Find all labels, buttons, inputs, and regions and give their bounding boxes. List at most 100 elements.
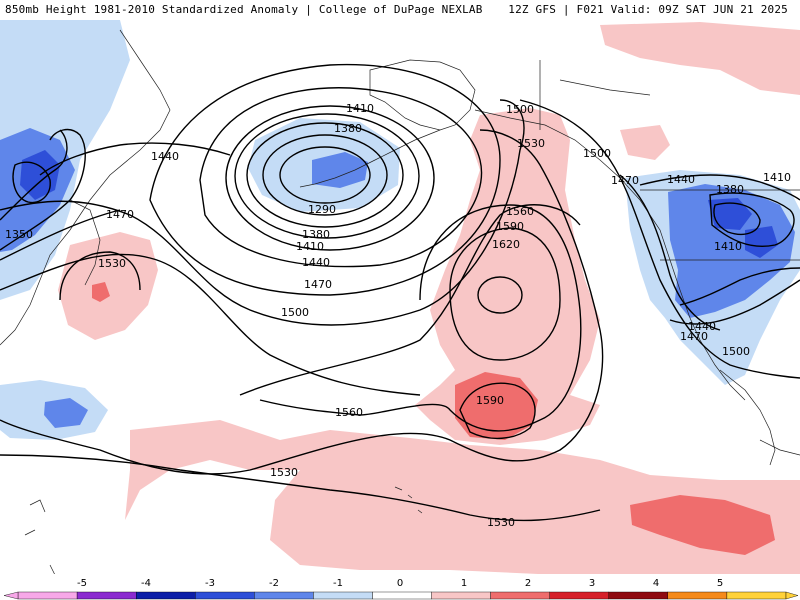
contour-label: 1530 — [270, 466, 298, 479]
colorbar-swatch — [76, 591, 137, 600]
colorbar-tick: 0 — [397, 578, 403, 589]
baja-california — [719, 369, 800, 466]
contour-label: 1410 — [346, 102, 374, 115]
contour-1530-south — [0, 454, 601, 522]
contour-1560-ridge — [259, 204, 582, 432]
north-america-west-coast — [474, 109, 746, 401]
contour-1530-east — [0, 129, 604, 475]
colorbar-swatch — [254, 591, 314, 600]
contour-label: 1470 — [680, 330, 708, 343]
anomaly-shading — [0, 20, 800, 575]
contour-1590 — [449, 227, 561, 361]
colorbar: -5 -4 -3 -2 -1 0 1 2 3 4 5 — [0, 574, 800, 600]
colorbar-swatch — [726, 591, 787, 600]
contour-1320 — [262, 134, 388, 216]
contour-label: 1380 — [302, 228, 330, 241]
contour-label: 1380 — [716, 183, 744, 196]
contour-label: 1410 — [763, 171, 791, 184]
strong-positive-anomaly-region — [92, 282, 110, 302]
positive-anomaly-region — [58, 232, 158, 340]
contour-label: 1530 — [487, 516, 515, 529]
pacific-islands — [24, 499, 56, 576]
contour-label: 1560 — [335, 406, 363, 419]
contour-label: 1590 — [476, 394, 504, 407]
contour-label: 1530 — [98, 257, 126, 270]
contour-label: 1500 — [722, 345, 750, 358]
contour-1440-east — [639, 174, 800, 201]
colorbar-swatch — [135, 591, 196, 600]
colorbar-swatch — [549, 591, 610, 600]
contour-label: 1440 — [302, 256, 330, 269]
negative-anomaly-region — [312, 152, 368, 188]
hawaii-islands — [394, 486, 423, 514]
contour-1470 — [149, 63, 501, 296]
contour-1380-east — [713, 202, 761, 236]
contour-1620 — [477, 276, 523, 314]
negative-anomaly-region — [668, 184, 795, 318]
map-title: 850mb Height 1981-2010 Standardized Anom… — [5, 3, 483, 16]
contour-1350 — [246, 122, 404, 228]
north-america-interior — [539, 60, 800, 261]
positive-anomaly-region — [620, 125, 670, 160]
contour-label: 1470 — [304, 278, 332, 291]
strong-positive-anomaly-region — [455, 372, 538, 440]
contour-label: 1440 — [667, 173, 695, 186]
contour-1500-west — [0, 99, 525, 326]
contour-1590-south — [459, 382, 536, 440]
strong-negative-anomaly-region — [708, 198, 752, 230]
contour-label: 1410 — [296, 240, 324, 253]
contour-1560 — [239, 204, 581, 396]
contour-label: 1590 — [496, 220, 524, 233]
contour-label: 1500 — [583, 147, 611, 160]
contour-label: 1380 — [334, 122, 362, 135]
colorbar-tick: -5 — [77, 578, 87, 589]
contour-1290 — [279, 146, 371, 204]
contour-labels: 1380 1410 1290 1380 1410 1440 1470 1500 … — [5, 102, 791, 529]
contour-label: 1440 — [688, 320, 716, 333]
contour-1410-east — [709, 192, 795, 247]
coastlines — [0, 29, 800, 576]
colorbar-tick: 3 — [589, 578, 595, 589]
colorbar-swatch — [313, 591, 373, 600]
colorbar-tick: -2 — [269, 578, 279, 589]
colorbar-swatches — [3, 591, 799, 600]
contour-1410-asia — [12, 161, 51, 204]
model-run-info: 12Z GFS | F021 Valid: 09Z SAT JUN 21 202… — [508, 3, 788, 16]
contour-label: 1410 — [714, 240, 742, 253]
contour-1350-asia — [0, 129, 68, 221]
contour-label: 1440 — [151, 150, 179, 163]
colorbar-tick-labels: -5 -4 -3 -2 -1 0 1 2 3 4 5 — [77, 578, 723, 589]
colorbar-swatch — [608, 591, 669, 600]
contour-1470-asia — [0, 209, 121, 261]
colorbar-tick: -3 — [205, 578, 215, 589]
contour-label: 1470 — [611, 174, 639, 187]
colorbar-tick: 5 — [717, 578, 723, 589]
japan-coastline — [69, 199, 101, 286]
contour-1440 — [199, 87, 483, 268]
height-contours — [0, 63, 800, 522]
contour-label: 1350 — [5, 228, 33, 241]
colorbar-swatch — [17, 591, 78, 600]
colorbar-max-arrow — [785, 591, 799, 600]
colorbar-tick: -4 — [141, 578, 151, 589]
positive-anomaly-region — [125, 420, 800, 575]
contour-label: 1530 — [517, 137, 545, 150]
contour-label: 1500 — [281, 306, 309, 319]
contour-1530-asia — [59, 251, 141, 301]
contour-1500-east — [519, 99, 800, 379]
strong-negative-anomaly-region — [745, 226, 778, 258]
contour-1470-east — [619, 174, 721, 331]
colorbar-swatch — [667, 591, 728, 600]
contour-1470-far-east — [669, 279, 800, 325]
contour-label: 1500 — [506, 103, 534, 116]
colorbar-swatch — [372, 591, 432, 600]
contour-1380-asia — [0, 128, 86, 251]
negative-anomaly-region — [44, 398, 88, 428]
contour-1410 — [225, 105, 435, 251]
colorbar-tick: -1 — [333, 578, 343, 589]
positive-anomaly-region — [600, 22, 800, 95]
contour-1530-west — [0, 253, 421, 396]
strong-positive-anomaly-region — [630, 495, 775, 555]
